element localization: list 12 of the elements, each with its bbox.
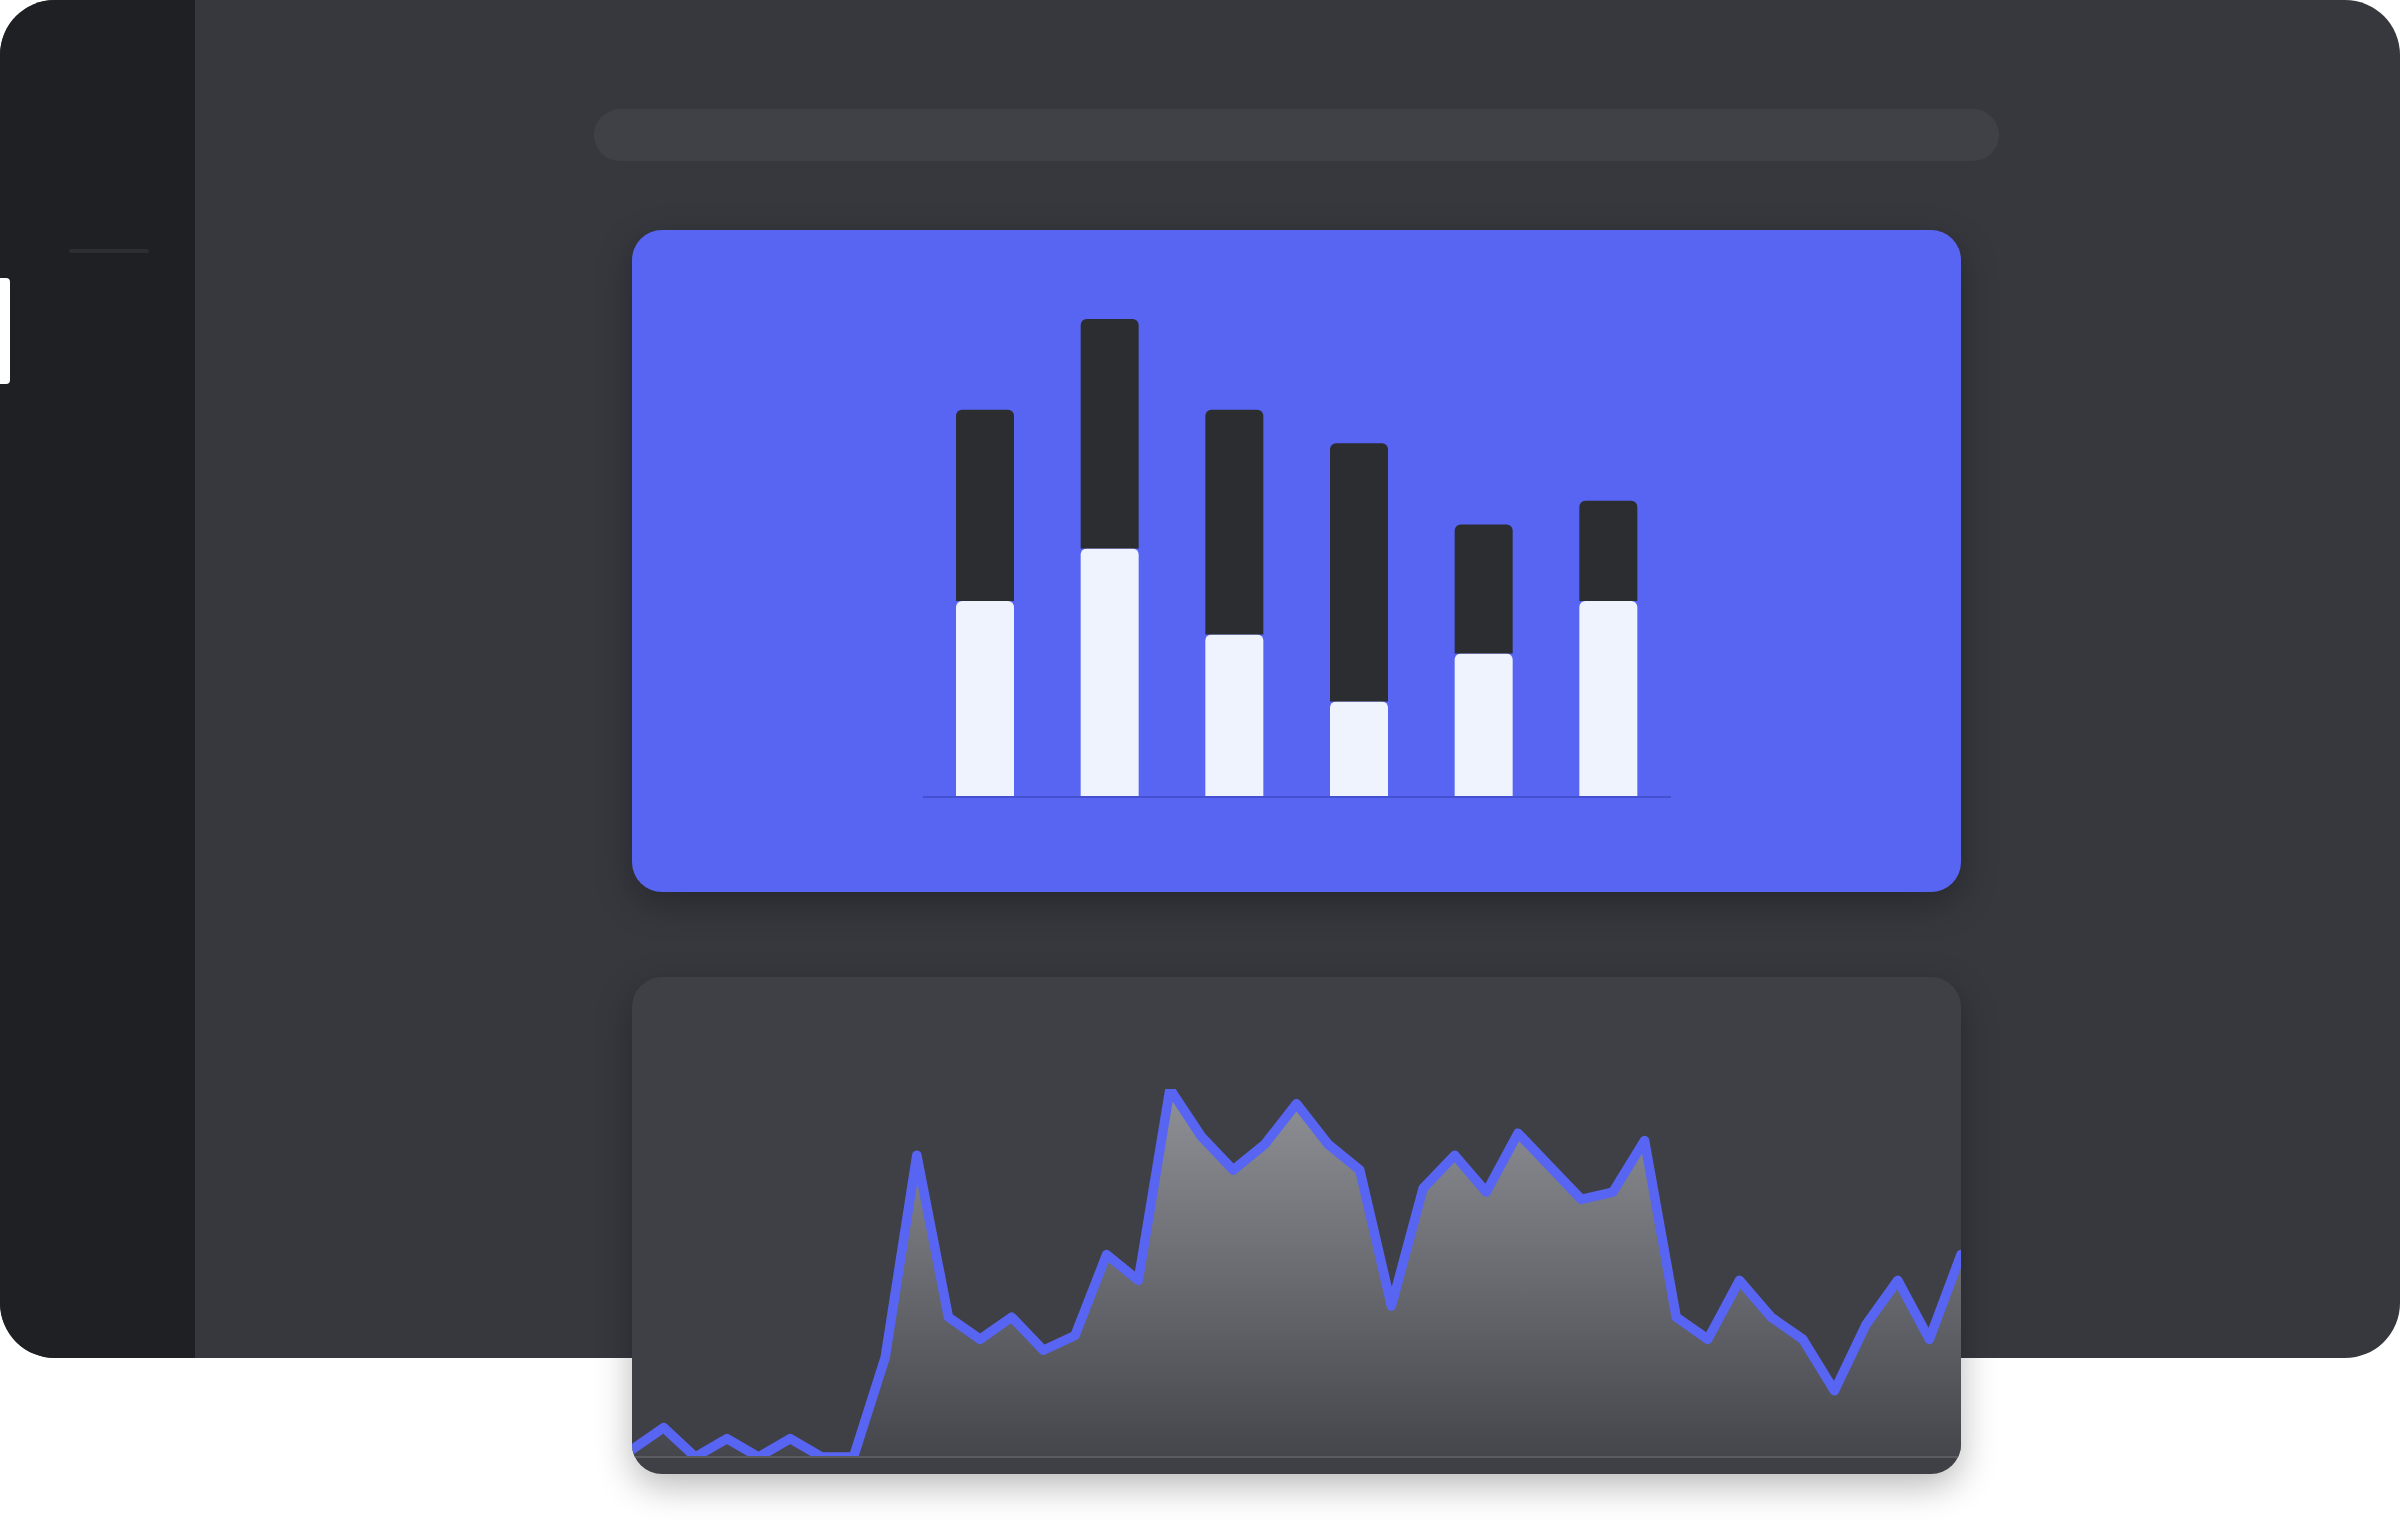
bar	[1080, 548, 1139, 797]
bar	[956, 409, 1014, 602]
bar	[1330, 443, 1388, 702]
bar	[1330, 701, 1388, 797]
bar	[1454, 524, 1513, 654]
bar	[1205, 409, 1264, 635]
bar	[1080, 319, 1139, 549]
bar	[1205, 634, 1264, 797]
bar	[1579, 500, 1638, 602]
bar	[1579, 601, 1638, 797]
bar	[956, 601, 1014, 797]
bar	[1454, 653, 1513, 797]
